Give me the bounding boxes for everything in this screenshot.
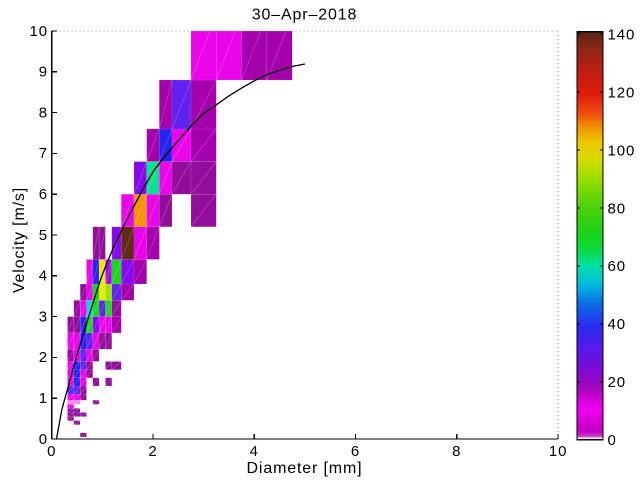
svg-text:6: 6 (351, 443, 360, 460)
svg-text:Velocity [m/s]: Velocity [m/s] (11, 187, 28, 293)
svg-text:10: 10 (30, 23, 49, 40)
svg-text:1: 1 (39, 390, 48, 407)
svg-text:4: 4 (250, 443, 259, 460)
svg-text:30–Apr–2018: 30–Apr–2018 (252, 7, 357, 24)
svg-text:80: 80 (608, 200, 627, 217)
svg-text:8: 8 (39, 104, 48, 121)
svg-text:7: 7 (39, 145, 48, 162)
svg-text:20: 20 (608, 374, 627, 391)
svg-text:40: 40 (608, 316, 627, 333)
svg-text:Diameter [mm]: Diameter [mm] (247, 460, 363, 477)
svg-text:9: 9 (39, 64, 48, 81)
svg-text:2: 2 (148, 443, 157, 460)
svg-text:4: 4 (39, 268, 48, 285)
svg-text:0: 0 (39, 431, 48, 448)
svg-text:8: 8 (452, 443, 461, 460)
svg-text:10: 10 (549, 443, 568, 460)
svg-text:2: 2 (39, 349, 48, 366)
svg-text:120: 120 (608, 84, 636, 101)
svg-text:0: 0 (608, 432, 617, 449)
svg-text:0: 0 (47, 443, 56, 460)
svg-text:60: 60 (608, 258, 627, 275)
svg-text:5: 5 (39, 227, 48, 244)
svg-text:6: 6 (39, 186, 48, 203)
svg-text:140: 140 (608, 26, 636, 43)
svg-text:100: 100 (608, 142, 636, 159)
svg-text:3: 3 (39, 308, 48, 325)
